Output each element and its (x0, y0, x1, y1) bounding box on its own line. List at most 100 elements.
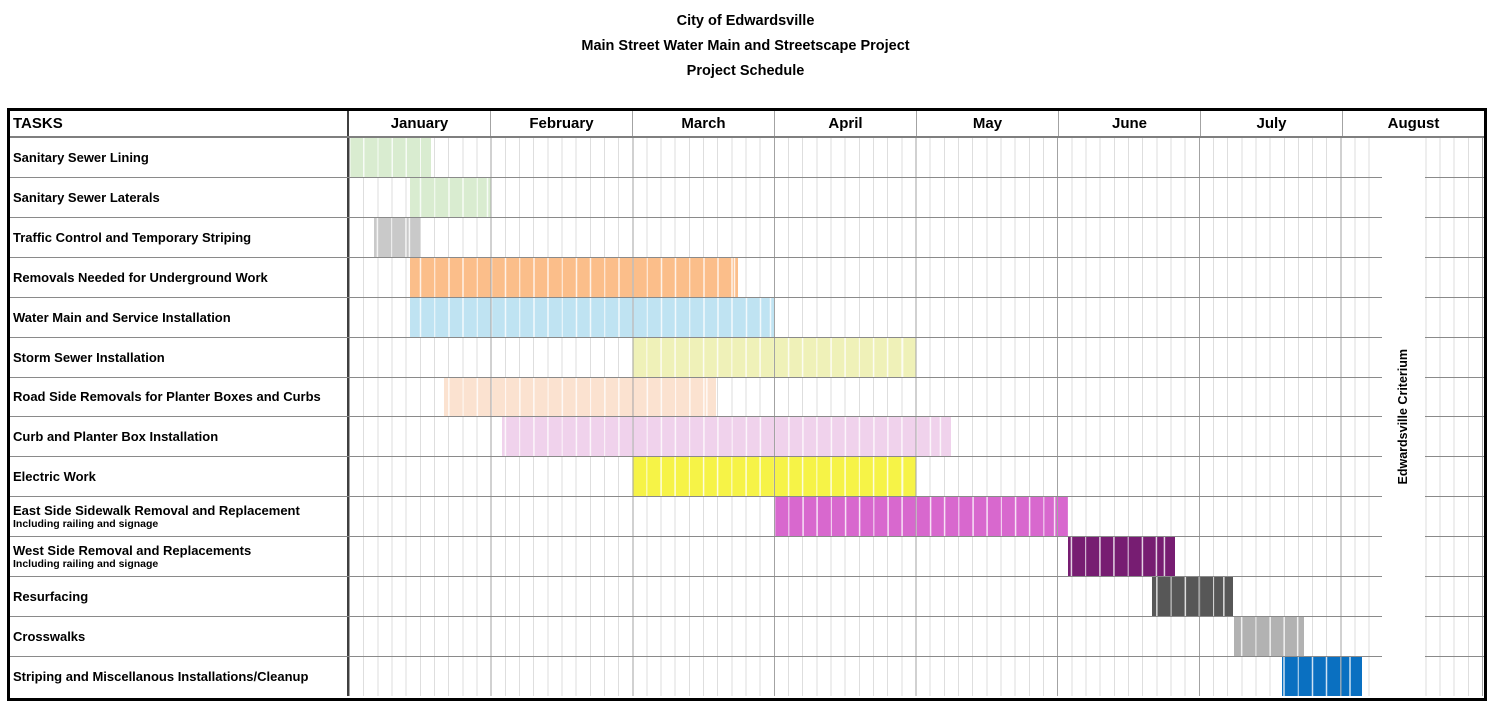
task-timeline (349, 537, 1484, 577)
month-gridlines (349, 177, 1484, 217)
tasks-header-cell: TASKS (10, 111, 349, 136)
task-name: East Side Sidewalk Removal and Replaceme… (13, 503, 300, 519)
task-label: Curb and Planter Box Installation (10, 417, 349, 457)
task-label: Striping and Miscellanous Installations/… (10, 656, 349, 696)
month-header-february: February (490, 111, 632, 136)
task-label: Storm Sewer Installation (10, 337, 349, 377)
task-row: Traffic Control and Temporary Striping (10, 217, 1484, 258)
task-label: Resurfacing (10, 577, 349, 617)
task-name: Water Main and Service Installation (13, 309, 231, 325)
criterium-label: Edwardsville Criterium (1396, 349, 1411, 485)
task-name: Storm Sewer Installation (13, 349, 165, 365)
task-name: Resurfacing (13, 589, 89, 605)
task-row: Crosswalks (10, 617, 1484, 657)
task-row: Sanitary Sewer Lining (10, 138, 1484, 178)
task-row: West Side Removal and Replacements Includ… (10, 537, 1484, 578)
task-row: Road Side Removals for Planter Boxes and… (10, 377, 1484, 418)
header-row: TASKS January February March April May June Ju… (10, 111, 1484, 138)
task-label: East Side Sidewalk Removal and Replaceme… (10, 497, 349, 537)
month-header-july: July (1200, 111, 1342, 136)
month-headers: January February March April May June July Augu… (349, 111, 1484, 136)
month-header-march: March (632, 111, 774, 136)
title-line-3: Project Schedule (686, 63, 805, 79)
task-name: Traffic Control and Temporary Striping (13, 229, 252, 245)
task-label: Water Main and Service Installation (10, 297, 349, 337)
month-gridlines (349, 457, 1484, 497)
gantt-bar (409, 257, 739, 297)
task-row: Water Main and Service Installation (10, 297, 1484, 338)
gantt-bar (1152, 577, 1233, 617)
task-label: Removals Needed for Underground Work (10, 257, 349, 297)
title-line-1: City of Edwardsville (676, 13, 815, 29)
gantt-bar (409, 297, 774, 337)
month-header-august: August (1342, 111, 1484, 136)
month-gridlines (349, 138, 1484, 177)
task-label: Sanitary Sewer Laterals (10, 177, 349, 217)
gantt-bar (773, 497, 1069, 537)
task-row: Removals Needed for Underground Work (10, 257, 1484, 298)
task-subtext: Including railing and signage (13, 558, 159, 571)
task-timeline (349, 497, 1484, 537)
task-timeline (349, 457, 1484, 497)
task-timeline (349, 617, 1484, 656)
task-name: Removals Needed for Underground Work (13, 269, 268, 285)
gantt-bar (501, 417, 951, 457)
task-name: West Side Removal and Replacements (13, 543, 252, 559)
task-row: East Side Sidewalk Removal and Replaceme… (10, 497, 1484, 538)
task-timeline (349, 417, 1484, 457)
task-name: Crosswalks (13, 629, 86, 645)
month-gridlines (349, 537, 1484, 577)
task-label: West Side Removal and Replacements Includ… (10, 537, 349, 577)
task-timeline (349, 217, 1484, 257)
task-timeline (349, 577, 1484, 617)
task-name: Road Side Removals for Planter Boxes and… (13, 389, 321, 405)
task-timeline (349, 656, 1484, 696)
gantt-bar (443, 377, 716, 417)
task-label: Sanitary Sewer Lining (10, 138, 349, 177)
criterium-band: Edwardsville Criterium (1382, 138, 1425, 696)
month-gridlines (349, 577, 1484, 617)
task-label: Crosswalks (10, 617, 349, 656)
gantt-bar (409, 177, 491, 217)
task-timeline (349, 297, 1484, 337)
task-timeline (349, 377, 1484, 417)
task-timeline (349, 337, 1484, 377)
task-timeline (349, 138, 1484, 177)
gantt-bar (349, 138, 432, 177)
task-row: Sanitary Sewer Laterals (10, 177, 1484, 218)
gantt-bar (632, 457, 916, 497)
task-row: Storm Sewer Installation (10, 337, 1484, 378)
title-line-2: Main Street Water Main and Streetscape P… (581, 38, 910, 54)
month-gridlines (349, 617, 1484, 656)
title-block: City of Edwardsville Main Street Water M… (0, 9, 1491, 84)
gantt-bar (1068, 537, 1175, 577)
gantt-bar (374, 217, 420, 257)
task-timeline (349, 177, 1484, 217)
month-header-april: April (774, 111, 916, 136)
gantt-bar (1282, 656, 1362, 696)
task-row: Electric Work (10, 457, 1484, 498)
month-header-june: June (1058, 111, 1200, 136)
task-row: Curb and Planter Box Installation (10, 417, 1484, 458)
task-name: Electric Work (13, 469, 96, 485)
task-timeline (349, 257, 1484, 297)
task-label: Road Side Removals for Planter Boxes and… (10, 377, 349, 417)
month-header-january: January (390, 115, 449, 132)
task-label: Electric Work (10, 457, 349, 497)
gantt-body: Edwardsville Criterium Sanitary Sewer Li… (10, 138, 1484, 696)
gantt-bar (1234, 617, 1304, 656)
task-name: Striping and Miscellanous Installations/… (13, 668, 309, 684)
task-subtext: Including railing and signage (13, 518, 159, 531)
task-row: Striping and Miscellanous Installations/… (10, 656, 1484, 696)
task-name: Sanitary Sewer Lining (13, 149, 149, 165)
month-gridlines (349, 337, 1484, 377)
month-header-may: May (916, 111, 1058, 136)
gantt-bar (632, 337, 916, 377)
task-label: Traffic Control and Temporary Striping (10, 217, 349, 257)
month-gridlines (349, 217, 1484, 257)
task-name: Sanitary Sewer Laterals (13, 189, 160, 205)
schedule-table: TASKS January February March April May June Ju… (7, 108, 1487, 701)
task-name: Curb and Planter Box Installation (13, 429, 219, 445)
task-row: Resurfacing (10, 577, 1484, 618)
